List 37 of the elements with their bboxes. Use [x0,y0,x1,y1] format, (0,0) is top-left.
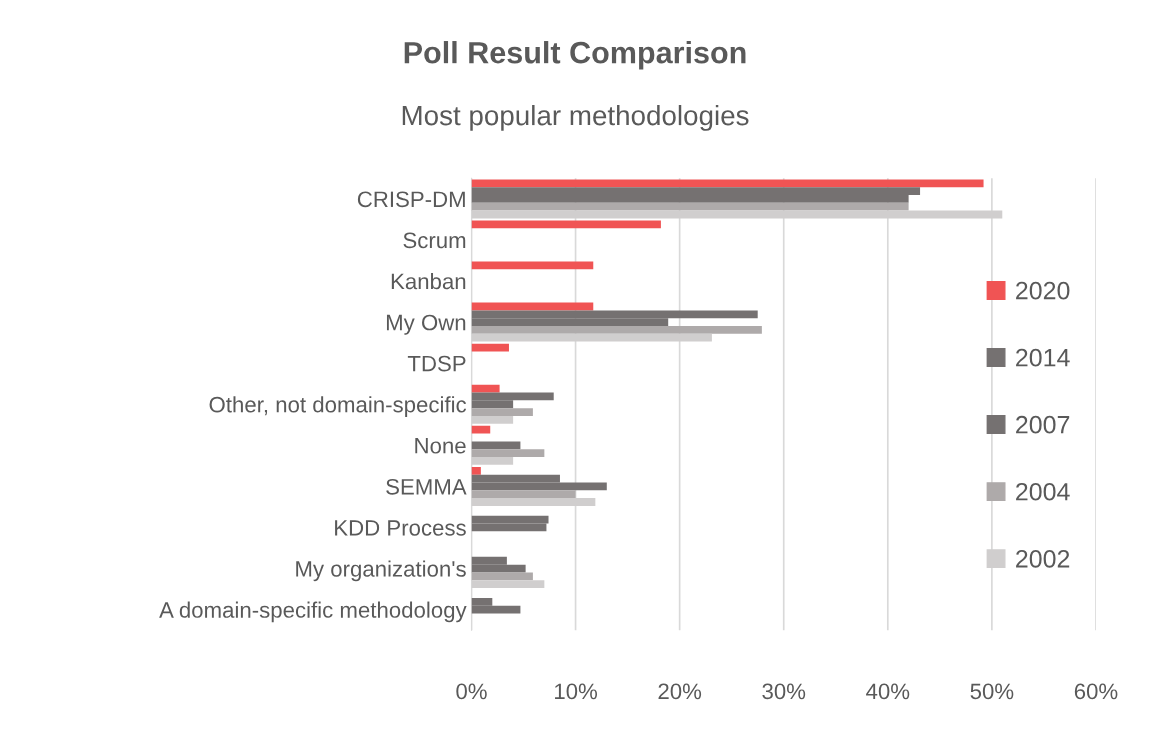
bar [471,425,491,434]
x-tick-label: 30% [762,683,806,700]
bar [471,490,576,499]
bar [471,572,533,581]
bar [471,326,762,334]
bar [471,408,533,416]
y-tick-label: SEMMA [386,478,467,495]
y-tick-label: Kanban [391,272,466,290]
x-tick-label: 20% [658,683,702,700]
y-tick-label: None [415,438,466,454]
legend-label: 2002 [1016,549,1070,568]
x-tick-label: 40% [866,683,910,700]
legend-label: 2007 [1016,415,1070,434]
y-tick-label: TDSP [407,355,466,372]
x-tick-label: 0% [456,683,487,700]
x-tick-label: 60% [1074,683,1118,700]
chart-title: Poll Result Comparison [404,41,746,70]
chart-subtitle: Most popular methodologies [402,104,749,131]
y-tick-label: Other, not domain-specific [209,396,467,417]
y-tick-label: A domain-specific methodology [159,601,467,623]
bar [471,449,545,458]
bar [471,202,909,211]
y-tick-label: Scrum [403,232,466,249]
bar [471,179,984,188]
y-tick-label: KDD Process [335,520,466,536]
x-tick-label: 10% [555,683,598,700]
bar [471,220,661,229]
legend-label: 2020 [1016,281,1070,300]
legend-label: 2004 [1016,482,1070,501]
legend-label: 2014 [1016,348,1070,367]
y-tick-label: My organization's [296,560,466,582]
bar [471,466,481,475]
y-tick-label: CRISP-DM [357,191,465,208]
bar [471,384,500,393]
y-tick-label: My Own [386,314,466,335]
bar [471,441,521,450]
x-tick-label: 50% [970,683,1014,700]
